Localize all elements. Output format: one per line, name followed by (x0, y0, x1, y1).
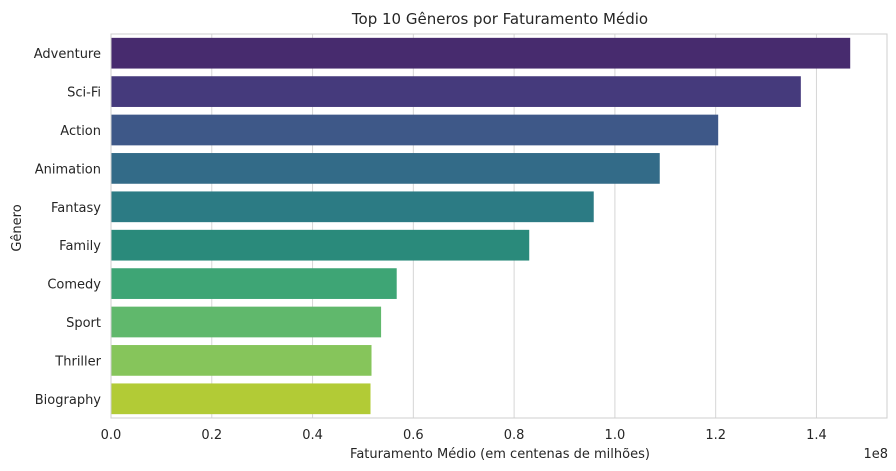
y-tick-label: Comedy (47, 278, 101, 293)
y-tick-label: Family (59, 239, 101, 254)
bar-comedy (111, 268, 397, 299)
bar-adventure (111, 37, 851, 69)
bar-action (111, 114, 719, 146)
y-tick-label: Sci-Fi (67, 86, 101, 101)
y-tick-label: Biography (35, 393, 102, 408)
y-tick-label: Action (60, 124, 101, 139)
x-axis-label: Faturamento Médio (em centenas de milhõe… (350, 447, 650, 462)
bar-fantasy (111, 191, 594, 223)
bar-sci-fi (111, 76, 801, 107)
bar-family (111, 229, 530, 261)
x-tick-labels: 0.0 0.2 0.4 0.6 0.8 1.0 1.2 1.4 (101, 428, 827, 443)
x-tick-label: 0.8 (504, 428, 525, 443)
y-tick-label: Sport (66, 316, 101, 331)
x-tick-label: 1.0 (605, 428, 626, 443)
x-offset-label: 1e8 (863, 447, 888, 462)
y-tick-label: Thriller (54, 354, 101, 369)
x-tick-label: 0.0 (101, 428, 122, 443)
y-tick-label: Fantasy (51, 201, 101, 216)
x-tick-label: 1.2 (705, 428, 726, 443)
chart-title: Top 10 Gêneros por Faturamento Médio (351, 10, 648, 28)
bar-thriller (111, 345, 372, 376)
x-tick-label: 0.2 (201, 428, 222, 443)
y-tick-label: Animation (35, 162, 101, 177)
x-tick-label: 1.4 (806, 428, 827, 443)
bar-biography (111, 383, 371, 415)
bar-sport (111, 306, 382, 338)
y-axis-label: Gênero (10, 204, 25, 251)
y-tick-labels: Adventure Sci-Fi Action Animation Fantasy Fam… (34, 47, 102, 408)
plot-frame (110, 33, 888, 419)
y-tick-label: Adventure (34, 47, 101, 62)
x-tick-label: 0.4 (302, 428, 323, 443)
bar-animation (111, 153, 660, 184)
bars (111, 37, 851, 415)
x-tick-label: 0.6 (403, 428, 424, 443)
